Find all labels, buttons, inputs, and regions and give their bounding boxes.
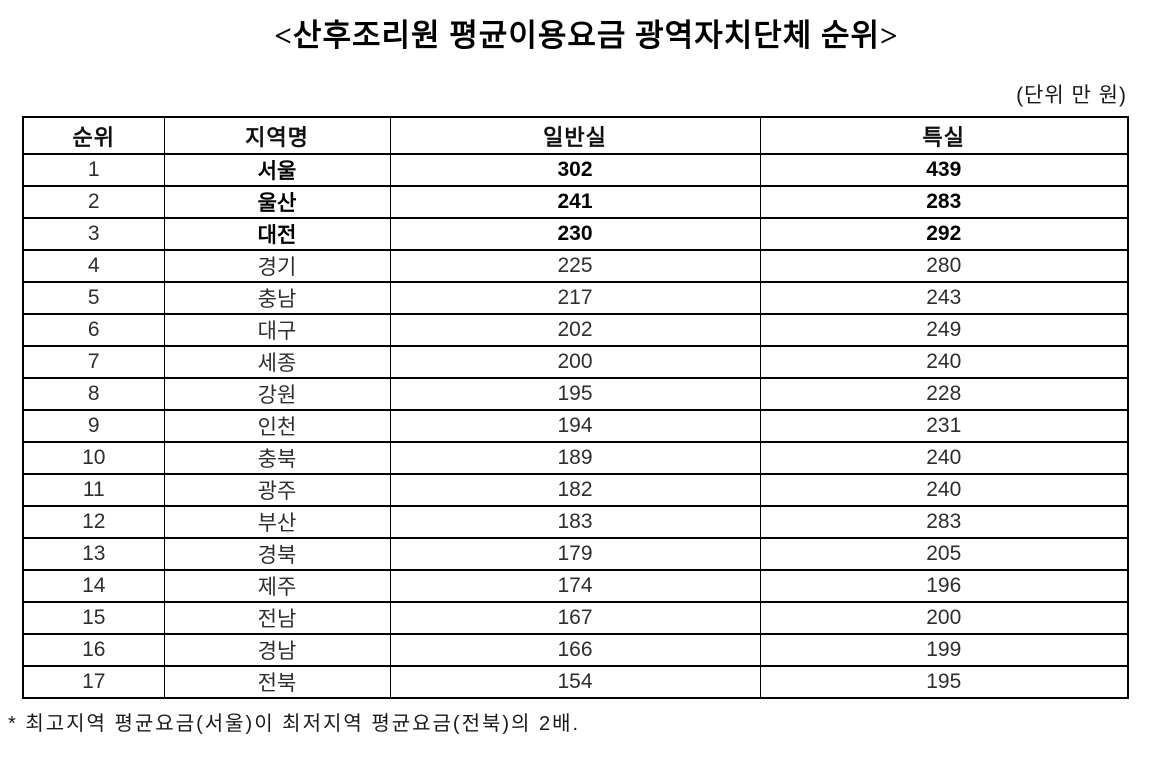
rank-cell: 15 [22,601,165,635]
table-row: 6 대구 202 249 [22,313,1129,347]
region-cell: 인천 [163,409,391,443]
region-cell: 충남 [163,281,391,315]
region-cell: 경남 [163,633,391,667]
standard-room-cell: 194 [389,409,761,443]
region-cell: 충북 [163,441,391,475]
region-cell: 경기 [163,249,391,283]
region-cell: 부산 [163,505,391,539]
region-cell: 서울 [163,153,391,187]
special-room-cell: 292 [759,217,1129,251]
table-row: 3 대전 230 292 [22,217,1129,251]
fee-ranking-table: 순위 지역명 일반실 특실 1 서울 302 439 2 울산 241 283 [22,116,1129,699]
special-room-cell: 200 [759,601,1129,635]
standard-room-cell: 167 [389,601,761,635]
table-row: 8 강원 195 228 [22,377,1129,411]
rank-cell: 17 [22,665,165,699]
standard-room-cell: 302 [389,153,761,187]
special-room-cell: 280 [759,249,1129,283]
special-room-cell: 240 [759,441,1129,475]
table-row: 15 전남 167 200 [22,601,1129,635]
standard-room-cell: 202 [389,313,761,347]
special-room-cell: 439 [759,153,1129,187]
table-row: 10 충북 189 240 [22,441,1129,475]
standard-room-cell: 166 [389,633,761,667]
standard-room-cell: 195 [389,377,761,411]
rank-cell: 13 [22,537,165,571]
special-room-cell: 228 [759,377,1129,411]
rank-cell: 10 [22,441,165,475]
special-room-cell: 199 [759,633,1129,667]
special-room-cell: 195 [759,665,1129,699]
standard-room-cell: 225 [389,249,761,283]
special-room-cell: 249 [759,313,1129,347]
region-cell: 제주 [163,569,391,603]
table-row: 12 부산 183 283 [22,505,1129,539]
standard-room-cell: 230 [389,217,761,251]
special-room-cell: 205 [759,537,1129,571]
table-section: (단위 만 원) 순위 지역명 일반실 특실 1 서울 302 439 [22,79,1129,699]
rank-cell: 8 [22,377,165,411]
rank-cell: 3 [22,217,165,251]
rank-cell: 7 [22,345,165,379]
region-cell: 세종 [163,345,391,379]
table-row: 16 경남 166 199 [22,633,1129,667]
table-row: 7 세종 200 240 [22,345,1129,379]
rank-cell: 11 [22,473,165,507]
region-cell: 전북 [163,665,391,699]
region-cell: 전남 [163,601,391,635]
region-cell: 대전 [163,217,391,251]
table-row: 14 제주 174 196 [22,569,1129,603]
rank-cell: 5 [22,281,165,315]
special-room-cell: 283 [759,505,1129,539]
rank-cell: 16 [22,633,165,667]
standard-room-cell: 183 [389,505,761,539]
standard-room-cell: 200 [389,345,761,379]
table-row: 2 울산 241 283 [22,185,1129,219]
special-room-cell: 196 [759,569,1129,603]
standard-room-cell: 189 [389,441,761,475]
rank-cell: 2 [22,185,165,219]
region-cell: 강원 [163,377,391,411]
rank-cell: 4 [22,249,165,283]
rank-cell: 1 [22,153,165,187]
table-row: 13 경북 179 205 [22,537,1129,571]
rank-cell: 6 [22,313,165,347]
standard-room-cell: 182 [389,473,761,507]
footnote: * 최고지역 평균요금(서울)이 최저지역 평균요금(전북)의 2배. [8,713,581,735]
standard-room-cell: 154 [389,665,761,699]
header-row: 순위 지역명 일반실 특실 [22,116,1129,155]
special-room-cell: 240 [759,473,1129,507]
special-room-cell: 240 [759,345,1129,379]
region-cell: 대구 [163,313,391,347]
table-row: 17 전북 154 195 [22,665,1129,699]
standard-room-cell: 179 [389,537,761,571]
table-row: 9 인천 194 231 [22,409,1129,443]
rank-cell: 9 [22,409,165,443]
standard-room-cell: 241 [389,185,761,219]
unit-note: (단위 만 원) [1016,84,1127,107]
table-row: 11 광주 182 240 [22,473,1129,507]
document-page: <산후조리원 평균이용요금 광역자치단체 순위> (단위 만 원) 순위 지역명… [0,10,1173,757]
header-special-room: 특실 [759,116,1129,155]
region-cell: 울산 [163,185,391,219]
table-row: 4 경기 225 280 [22,249,1129,283]
special-room-cell: 243 [759,281,1129,315]
rank-cell: 12 [22,505,165,539]
header-rank: 순위 [22,116,165,155]
special-room-cell: 231 [759,409,1129,443]
region-cell: 경북 [163,537,391,571]
standard-room-cell: 217 [389,281,761,315]
header-region: 지역명 [163,116,391,155]
rank-cell: 14 [22,569,165,603]
table-row: 1 서울 302 439 [22,153,1129,187]
page-title: <산후조리원 평균이용요금 광역자치단체 순위> [274,18,899,53]
header-standard-room: 일반실 [389,116,761,155]
region-cell: 광주 [163,473,391,507]
special-room-cell: 283 [759,185,1129,219]
standard-room-cell: 174 [389,569,761,603]
table-row: 5 충남 217 243 [22,281,1129,315]
